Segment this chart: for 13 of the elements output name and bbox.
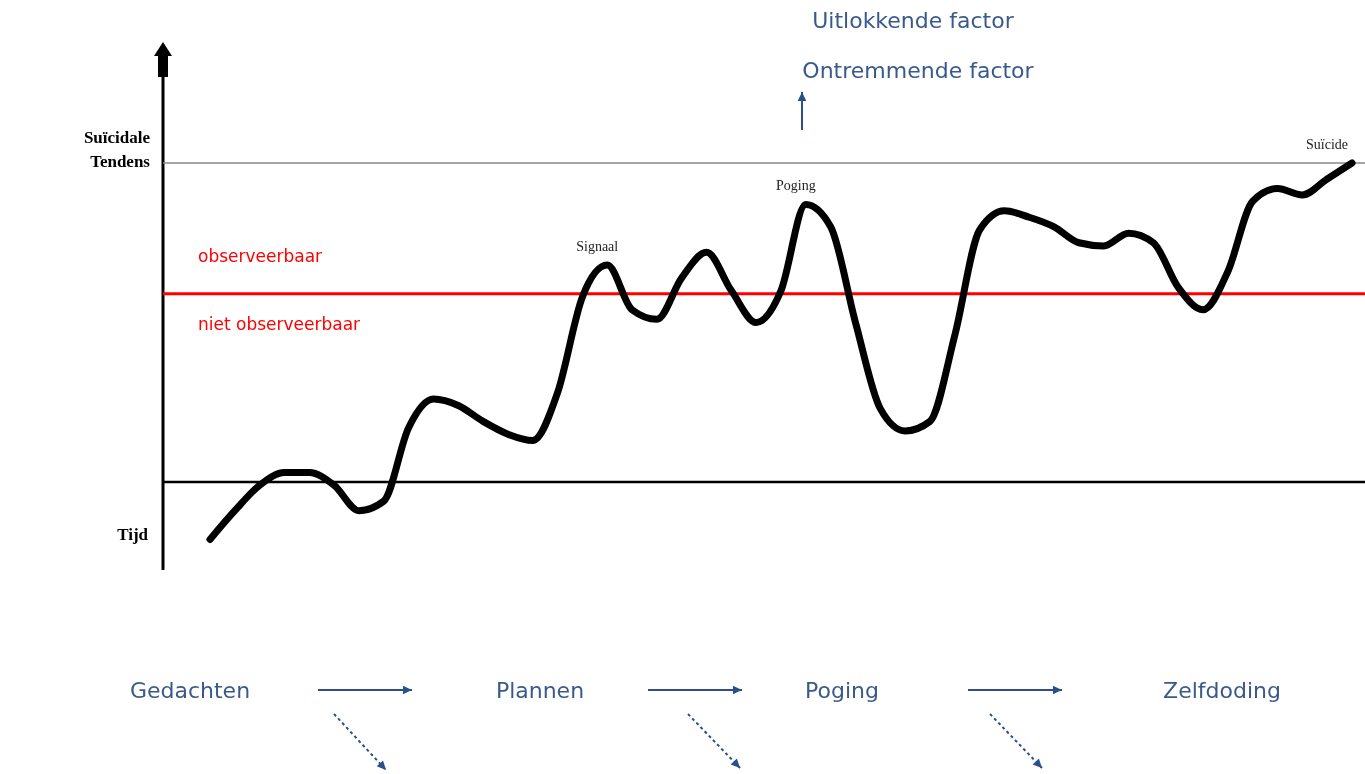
annotation: niet observeerbaar xyxy=(198,314,361,334)
text: Poging xyxy=(805,678,879,703)
text: Gedachten xyxy=(129,678,251,703)
annotation: observeerbaar xyxy=(198,246,323,266)
y-axis-title: Suïcidale Tendens xyxy=(83,128,151,171)
text: Plannen xyxy=(495,678,585,703)
text: Zelfdoding xyxy=(1163,678,1281,703)
x-axis-title: Tijd xyxy=(117,525,149,544)
text: Ontremmende factor xyxy=(802,58,1035,83)
text: Uitlokkende factor xyxy=(812,8,1015,33)
annotation: Signaal xyxy=(576,239,619,255)
annotation: Poging xyxy=(775,178,816,194)
annotation: Suïcide xyxy=(1306,137,1348,152)
